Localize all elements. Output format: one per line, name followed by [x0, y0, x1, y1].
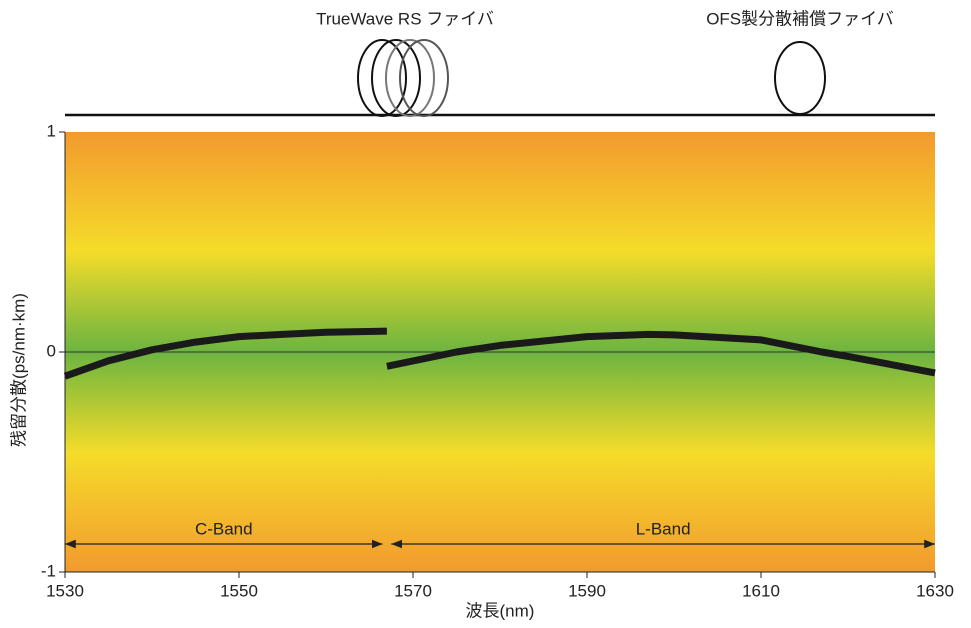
dcf-coil — [774, 41, 826, 115]
y-tick-label: 0 — [47, 341, 56, 360]
x-tick-label: 1630 — [916, 581, 954, 600]
x-axis-label: 波長(nm) — [466, 601, 535, 620]
band-label: L-Band — [636, 519, 691, 538]
truewave-coil — [357, 39, 449, 117]
fiber-label: OFS製分散補償ファイバ — [706, 9, 894, 28]
y-tick-label: 1 — [47, 121, 56, 140]
dispersion-curve — [386, 330, 936, 377]
fiber-label: TrueWave RS ファイバ — [316, 9, 494, 28]
x-tick-label: 1610 — [742, 581, 780, 600]
y-axis-label: 残留分散(ps/nm·km) — [9, 293, 28, 447]
dispersion-curve — [63, 327, 387, 380]
band-label: C-Band — [195, 519, 253, 538]
y-tick-label: -1 — [41, 561, 56, 580]
x-tick-label: 1550 — [220, 581, 258, 600]
x-tick-label: 1570 — [394, 581, 432, 600]
x-tick-label: 1590 — [568, 581, 606, 600]
x-tick-label: 1530 — [46, 581, 84, 600]
